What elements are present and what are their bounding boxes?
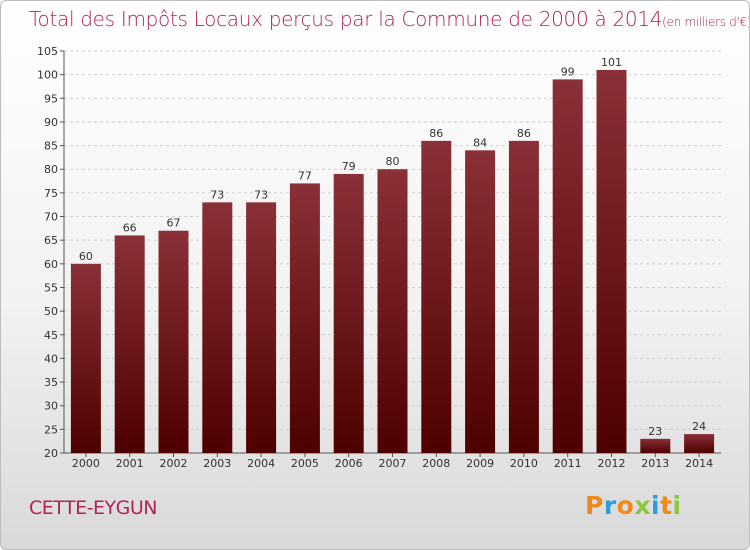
x-tick-label-2005: 2005 [291,457,319,470]
y-tick-label: 105 [37,45,58,58]
bar-2009 [465,150,496,454]
x-tick-label-2008: 2008 [422,457,450,470]
chart-title-text: Total des Impôts Locaux perçus par la Co… [29,7,663,31]
logo-letter: t [660,491,673,520]
bar-layer [70,69,715,454]
x-tick-label-2013: 2013 [641,457,669,470]
x-tick-label-2004: 2004 [247,457,275,470]
value-label-2012: 101 [601,56,622,69]
y-tick-label: 25 [44,423,58,436]
x-tick-label-2010: 2010 [510,457,538,470]
y-tick-label: 95 [44,92,58,105]
x-tick-label-2001: 2001 [116,457,144,470]
bar-2001 [114,235,145,453]
bar-2012 [596,69,627,453]
y-tick-label: 55 [44,281,58,294]
value-label-2014: 24 [692,420,706,433]
bar-2002 [158,230,189,453]
y-tick-label: 70 [44,211,58,224]
y-tick-label: 75 [44,187,58,200]
logo-letter: o [616,491,635,520]
logo-letter: i [672,491,682,520]
x-tick-label-2007: 2007 [379,457,407,470]
bar-2005 [289,183,320,453]
value-label-2006: 79 [342,160,356,173]
y-tick-label: 65 [44,234,58,247]
logo-letter: x [634,491,651,520]
label-layer: 2000 60 2001 66 2002 67 2003 73 2004 73 2005 77 2006… [72,56,713,470]
value-label-2007: 80 [386,155,400,168]
logo-letter: P [585,491,604,520]
y-tick-label: 45 [44,329,58,342]
y-tick-label: 35 [44,376,58,389]
value-label-2004: 73 [254,188,268,201]
x-tick-label-2003: 2003 [203,457,231,470]
chart-unit: (en milliers d'€) [662,15,750,29]
value-label-2008: 86 [429,127,443,140]
y-tick-label: 60 [44,258,58,271]
bar-2013 [640,438,671,453]
y-tick-label: 40 [44,352,58,365]
value-label-2005: 77 [298,169,312,182]
logo-letter: i [651,491,661,520]
value-label-2010: 86 [517,127,531,140]
bar-2003 [202,202,233,453]
x-tick-label-2011: 2011 [554,457,582,470]
y-tick-label: 50 [44,305,58,318]
bar-2008 [421,140,452,453]
value-label-2003: 73 [210,188,224,201]
x-tick-label-2014: 2014 [685,457,713,470]
value-label-2001: 66 [123,221,137,234]
bar-2004 [246,202,277,453]
value-label-2013: 23 [648,425,662,438]
bar-2014 [684,434,715,453]
value-label-2011: 99 [561,65,575,78]
value-label-2002: 67 [167,217,181,230]
y-tick-label: 90 [44,116,58,129]
bar-2007 [377,169,408,453]
bar-2000 [70,263,101,453]
value-label-2009: 84 [473,136,487,149]
bar-2011 [552,79,583,454]
chart-title: Total des Impôts Locaux perçus par la Co… [29,7,750,31]
x-tick-label-2002: 2002 [160,457,188,470]
bar-2010 [508,140,539,453]
x-tick-label-2009: 2009 [466,457,494,470]
commune-name: CETTE-EYGUN [29,497,157,519]
y-tick-label: 80 [44,163,58,176]
y-tick-label: 20 [44,447,58,460]
x-tick-label-2012: 2012 [598,457,626,470]
x-tick-label-2006: 2006 [335,457,363,470]
value-label-2000: 60 [79,250,93,263]
proxiti-logo[interactable]: Proxiti [585,491,682,520]
logo-letter: r [603,491,617,520]
x-tick-label-2000: 2000 [72,457,100,470]
y-tick-label: 30 [44,400,58,413]
y-tick-label: 85 [44,140,58,153]
y-tick-label: 100 [37,69,58,82]
bar-2006 [333,173,364,453]
